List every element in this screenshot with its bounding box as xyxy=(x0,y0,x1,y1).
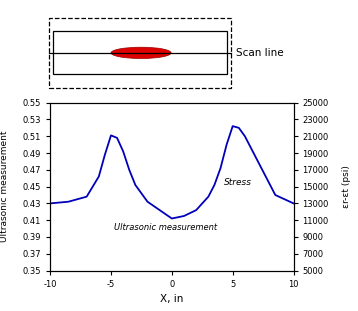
Bar xyxy=(49,18,231,88)
Text: Stress: Stress xyxy=(224,178,252,187)
Ellipse shape xyxy=(111,47,171,58)
Y-axis label: εr-εt (psi): εr-εt (psi) xyxy=(342,165,351,208)
Y-axis label: Ultrasonic measurement: Ultrasonic measurement xyxy=(0,131,9,242)
X-axis label: X, in: X, in xyxy=(160,294,184,304)
Text: Ultrasonic measurement: Ultrasonic measurement xyxy=(114,223,217,232)
Bar xyxy=(53,31,227,74)
Text: Scan line: Scan line xyxy=(236,48,283,58)
